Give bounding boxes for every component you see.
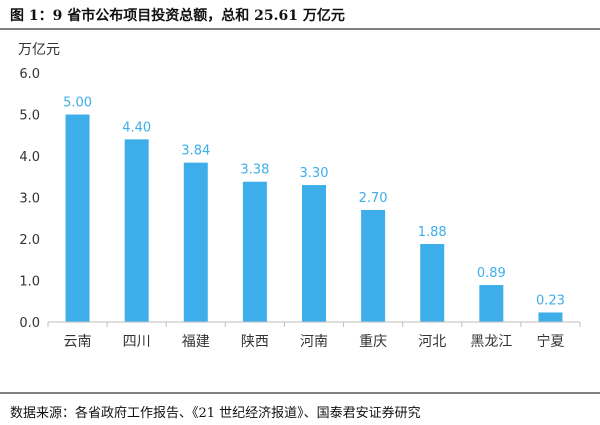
bar-value-label: 3.38	[240, 163, 269, 178]
bar	[183, 162, 208, 322]
figure-title-bar: 图 1：9 省市公布项目投资总额，总和 25.61 万亿元	[0, 0, 600, 30]
y-tick-label: 3.0	[19, 192, 40, 207]
bar	[479, 285, 504, 322]
x-tick-label: 河北	[418, 334, 446, 350]
y-tick-label: 2.0	[19, 233, 40, 248]
bar-value-label: 5.00	[63, 96, 92, 111]
x-tick-label: 宁夏	[536, 333, 564, 350]
x-tick-label: 黑龙江	[470, 334, 512, 350]
bar-value-label: 0.89	[477, 266, 506, 281]
bar-value-label: 0.23	[536, 293, 565, 308]
y-tick-label: 4.0	[19, 150, 40, 165]
bar-chart: 万亿元 0.0 1.0 2.0 3.0 4.0 5.0 6.0 5.00 4.40 3.84 3.…	[18, 42, 581, 350]
y-axis-unit-label: 万亿元	[18, 42, 60, 58]
source-note: 数据来源：各省政府工作报告、《21 世纪经济报道》、国泰君安证券研究	[10, 406, 421, 421]
bar-value-label: 3.84	[181, 144, 210, 159]
y-tick-label: 6.0	[19, 67, 40, 82]
x-tick-label: 陕西	[241, 334, 269, 350]
x-tick-label: 四川	[123, 334, 151, 350]
y-tick-label: 0.0	[19, 316, 40, 331]
y-axis: 0.0 1.0 2.0 3.0 4.0 5.0 6.0	[19, 67, 40, 331]
bar	[361, 209, 386, 322]
x-tick-label: 河南	[300, 334, 328, 350]
bar-series: 5.00 4.40 3.84 3.38 3.30 2.70 1.88 0.89 0.23	[63, 96, 565, 322]
bar-value-label: 1.88	[418, 225, 447, 240]
bar	[124, 139, 149, 322]
bar	[242, 181, 267, 322]
bar-value-label: 3.30	[300, 166, 329, 181]
x-axis: 云南 四川 福建 陕西 河南 重庆 河北 黑龙江 宁夏	[47, 322, 581, 350]
y-tick-label: 1.0	[19, 275, 40, 290]
y-tick-label: 5.0	[19, 109, 40, 124]
x-tick-label: 重庆	[359, 334, 387, 350]
bar	[65, 114, 90, 322]
x-tick-label: 云南	[64, 334, 92, 350]
source-bar: 数据来源：各省政府工作报告、《21 世纪经济报道》、国泰君安证券研究	[0, 392, 600, 425]
bar	[538, 312, 563, 322]
bar	[302, 185, 326, 322]
bar-value-label: 4.40	[122, 120, 151, 135]
figure-title: 图 1：9 省市公布项目投资总额，总和 25.61 万亿元	[10, 8, 345, 24]
bar	[420, 243, 445, 322]
bar-value-label: 2.70	[359, 191, 388, 206]
x-tick-label: 福建	[182, 334, 210, 350]
